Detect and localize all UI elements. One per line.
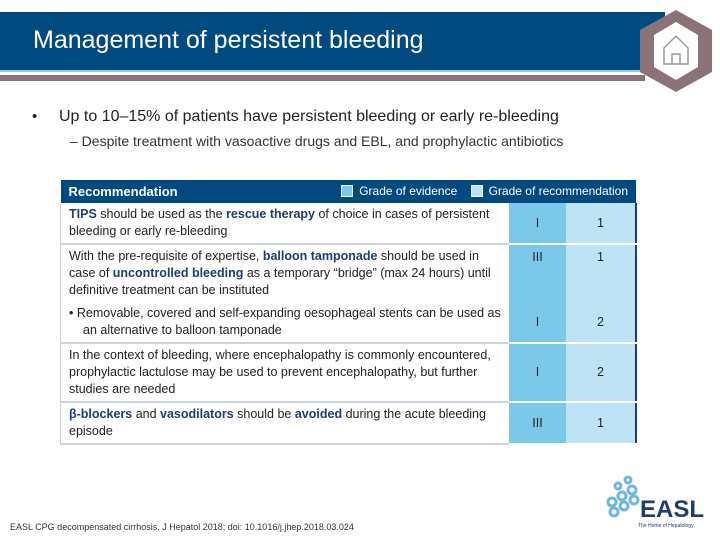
citation: EASL CPG decompensated cirrhosis. J Hepa… — [10, 522, 354, 532]
table-row: In the context of bleeding, where enceph… — [60, 343, 637, 403]
grade-evidence: I — [509, 302, 566, 344]
keyword: avoided — [294, 407, 343, 421]
evidence-swatch — [341, 185, 354, 197]
table-row: With the pre-requisite of expertise, bal… — [60, 244, 637, 302]
text-segment: should be used as the — [96, 207, 227, 221]
home-icon[interactable] — [638, 8, 714, 94]
text-segment: during the acute bleeding episode — [69, 407, 486, 438]
text-segment: and — [132, 407, 161, 421]
text-segment: of choice in cases of persistent bleedin… — [69, 207, 490, 238]
table-row: • Removable, covered and self-expanding … — [60, 302, 637, 344]
table-row: β-blockers and vasodilators should be av… — [60, 402, 637, 445]
easl-logo: EASL The Home of Hepatology — [600, 472, 710, 537]
grade-recommendation: 2 — [566, 343, 637, 403]
text-segment: In the context of bleeding, where enceph… — [69, 348, 491, 396]
grade-recommendation: 2 — [566, 302, 637, 344]
legend-recommendation: Grade of recommendation — [488, 184, 628, 198]
legend-evidence: Grade of evidence — [359, 184, 458, 198]
text-segment: as a temporary “bridge” (max 24 hours) u… — [69, 266, 491, 297]
grade-evidence: I — [509, 203, 566, 245]
main-bullet: Up to 10–15% of patients have persistent… — [59, 108, 559, 125]
keyword: vasodilators — [160, 407, 234, 421]
slide-title: Management of persistent bleeding — [33, 26, 424, 54]
text-segment: • Removable, covered and self-expanding … — [69, 306, 501, 337]
title-underline — [0, 75, 645, 81]
recommendation-text: β-blockers and vasodilators should be av… — [60, 402, 509, 445]
grade-evidence: III — [509, 244, 566, 302]
logo-text: EASL — [640, 496, 704, 523]
sub-bullet: – Despite treatment with vasoactive drug… — [70, 133, 564, 149]
grade-evidence: III — [509, 402, 566, 445]
header-recommendation: Recommendation — [68, 184, 178, 199]
recommendation-swatch — [470, 185, 483, 197]
logo-tagline: The Home of Hepatology — [638, 523, 694, 529]
grade-recommendation: 1 — [566, 203, 637, 245]
recommendation-table: Recommendation Grade of evidence Grade o… — [60, 180, 637, 445]
bullet-marker: • — [32, 108, 38, 125]
text-segment: With the pre-requisite of expertise, — [69, 249, 263, 263]
table-header: Recommendation Grade of evidence Grade o… — [60, 180, 636, 203]
text-segment: should be used in case of — [69, 249, 479, 280]
keyword: β-blockers — [69, 407, 133, 421]
recommendation-text: TIPS should be used as the rescue therap… — [60, 203, 509, 245]
title-bar — [0, 12, 665, 72]
grade-recommendation: 1 — [566, 402, 637, 445]
recommendation-text: With the pre-requisite of expertise, bal… — [60, 244, 509, 302]
grade-recommendation: 1 — [566, 244, 637, 302]
keyword: TIPS — [69, 207, 97, 221]
grade-evidence: I — [509, 343, 566, 403]
table-row: TIPS should be used as the rescue therap… — [60, 203, 637, 245]
keyword: rescue therapy — [226, 207, 315, 221]
text-segment: should be — [233, 407, 295, 421]
keyword: balloon tamponade — [262, 249, 378, 263]
recommendation-text: • Removable, covered and self-expanding … — [60, 302, 509, 344]
recommendation-text: In the context of bleeding, where enceph… — [60, 343, 509, 403]
keyword: uncontrolled bleeding — [112, 266, 244, 280]
